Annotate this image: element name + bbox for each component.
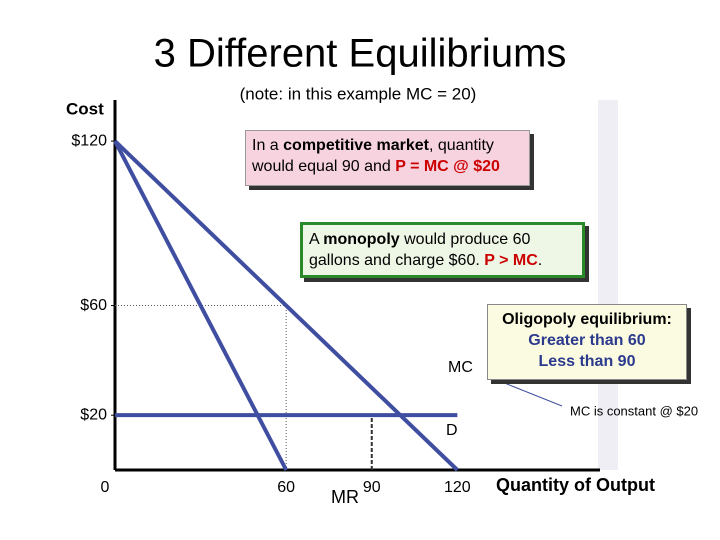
text: Oligopoly equilibrium: — [502, 311, 672, 328]
series-line — [113, 139, 459, 472]
text: A — [309, 231, 324, 248]
monopoly-box: A monopoly would produce 60 gallons and … — [300, 222, 585, 278]
text: P = MC @ $20 — [395, 158, 500, 175]
text: , quantity would equal 90 and — [252, 137, 494, 175]
competitive-box: In a competitive market, quantity would … — [245, 130, 530, 186]
y-tick-label: $60 — [80, 297, 107, 314]
x-tick-label: 90 — [363, 479, 381, 496]
series-label: D — [446, 422, 458, 439]
text: P > MC — [484, 252, 538, 269]
x-tick-label: 120 — [444, 479, 471, 496]
series-line — [113, 140, 288, 471]
text: competitive market — [283, 137, 429, 154]
text: Greater than 60 — [528, 332, 646, 349]
y-tick-label: 0 — [101, 479, 110, 496]
chart-title: 3 Different Equilibriums — [154, 32, 567, 76]
chart-subtitle: (note: in this example MC = 20) — [240, 84, 477, 103]
text: monopoly — [323, 231, 400, 248]
text: Less than 90 — [538, 353, 636, 370]
x-axis-label: Quantity of Output — [496, 475, 655, 495]
text: In a — [252, 137, 284, 154]
text: . — [537, 252, 543, 269]
series-label: MR — [331, 487, 359, 507]
series-label: MC — [448, 359, 473, 376]
y-axis-label: Cost — [66, 99, 104, 118]
y-tick-label: $20 — [80, 406, 107, 423]
text: would produce 60 gallons and charge $60. — [309, 231, 531, 269]
note-arrow — [491, 377, 563, 407]
mc-note: MC is constant @ $20 — [570, 403, 698, 418]
y-tick-label: $120 — [71, 132, 107, 149]
x-tick-label: 60 — [277, 479, 295, 496]
oligopoly-box: Oligopoly equilibrium: Greater than 60 L… — [487, 304, 687, 380]
